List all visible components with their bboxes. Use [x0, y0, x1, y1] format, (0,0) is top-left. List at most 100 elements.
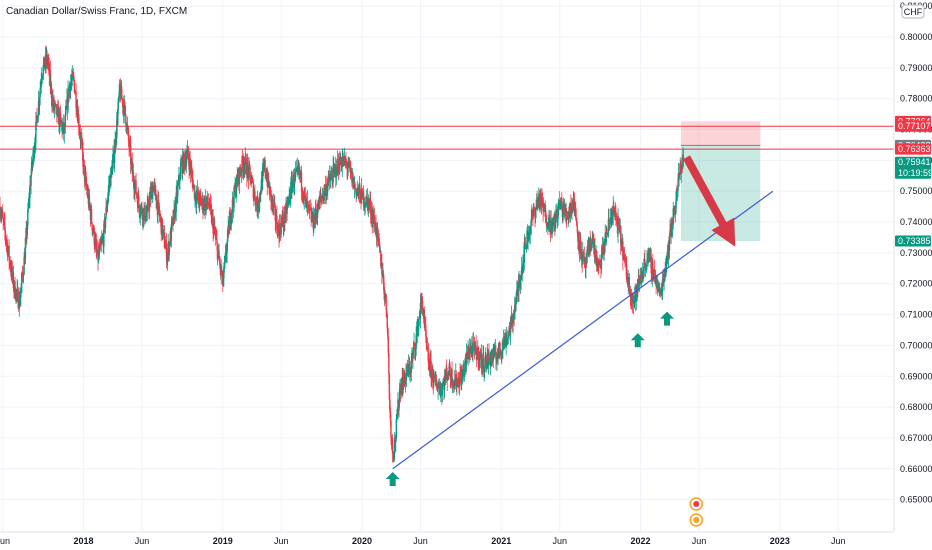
- time-tick-label: 2022: [631, 536, 651, 546]
- up-arrow-icon: [630, 333, 645, 348]
- candle-body: [345, 162, 348, 165]
- candle-body: [429, 358, 432, 362]
- candle-body: [631, 293, 634, 303]
- candle-body: [565, 211, 568, 219]
- candle-body: [424, 324, 426, 326]
- candle-body: [335, 166, 337, 178]
- candle-body: [251, 179, 253, 184]
- candle-body: [440, 387, 443, 389]
- candle-body: [238, 167, 241, 185]
- candle-body: [157, 199, 160, 203]
- candle-body: [414, 348, 417, 351]
- candle-body: [86, 185, 88, 190]
- candle-body: [264, 159, 266, 173]
- candle-body: [427, 351, 430, 364]
- candle-body: [496, 355, 499, 359]
- candle-body: [16, 288, 19, 290]
- candle-body: [187, 147, 189, 154]
- candle-body: [484, 358, 486, 367]
- candle-body: [555, 209, 557, 222]
- candle-body: [249, 167, 251, 175]
- candle-body: [165, 242, 168, 262]
- candle-body: [20, 282, 23, 291]
- candle-body: [437, 386, 439, 390]
- candle-body: [449, 363, 451, 375]
- candle-body: [7, 250, 9, 256]
- candle-body: [42, 74, 44, 77]
- candle-body: [283, 212, 286, 224]
- candle-body: [347, 166, 349, 169]
- candle-body: [474, 342, 476, 351]
- candle-body: [14, 281, 16, 298]
- candle-body: [379, 243, 381, 252]
- candle-body: [442, 383, 444, 387]
- candle-body: [254, 191, 256, 201]
- candle-body: [392, 455, 395, 459]
- candle-body: [21, 273, 23, 283]
- candle-body: [195, 195, 198, 204]
- time-tick-label: Jun: [274, 536, 289, 546]
- candle-body: [487, 353, 490, 366]
- candle-body: [162, 229, 164, 236]
- candle-body: [334, 166, 336, 170]
- candle-body: [304, 194, 306, 197]
- candle-body: [620, 225, 622, 245]
- candle-body: [539, 198, 541, 207]
- candle-body: [378, 238, 380, 244]
- candle-body: [151, 187, 154, 199]
- candle-body: [183, 153, 185, 172]
- candle-body: [406, 365, 409, 371]
- candle-body: [309, 208, 311, 210]
- candle-body: [67, 90, 69, 111]
- candle-body: [522, 264, 524, 273]
- candle-body: [50, 83, 53, 98]
- candle-body: [661, 291, 663, 294]
- candle-body: [403, 370, 406, 379]
- candle-body: [645, 267, 647, 269]
- price-tick-label: 0.70000: [900, 340, 932, 350]
- candle-body: [402, 380, 404, 391]
- candle-body: [390, 437, 393, 441]
- candle-body: [478, 359, 481, 364]
- candle-body: [389, 399, 391, 412]
- candle-body: [515, 303, 517, 312]
- candle-body: [120, 85, 123, 98]
- candle-body: [504, 335, 506, 338]
- candle-body: [272, 199, 274, 208]
- candle-body: [580, 258, 583, 261]
- candle-body: [269, 186, 272, 191]
- candle-body: [359, 185, 361, 192]
- candle-body: [605, 233, 607, 243]
- candle-body: [6, 242, 9, 256]
- time-axis[interactable]: Jun 2018 Jun 2019 Jun 2020 Jun 2021 Jun 2022 Jun 20…: [0, 531, 894, 546]
- candle-body: [230, 214, 233, 223]
- candle-body: [468, 353, 470, 358]
- candle-body: [135, 193, 138, 196]
- candle-body: [240, 171, 242, 175]
- candle-body: [90, 209, 93, 223]
- candle-body: [366, 197, 369, 201]
- candle-body: [526, 230, 529, 243]
- candle-body: [272, 204, 275, 208]
- candle-body: [348, 160, 350, 163]
- candle-body: [380, 250, 382, 267]
- candle-body: [638, 279, 640, 282]
- candle-body: [212, 227, 215, 235]
- candle-body: [328, 175, 331, 181]
- candle-body: [23, 257, 25, 275]
- candle-body: [30, 161, 33, 175]
- candle-body: [199, 193, 201, 205]
- candle-body: [432, 369, 434, 383]
- price-tick-label: 0.72000: [900, 279, 932, 289]
- candle-body: [384, 295, 386, 299]
- candle-body: [576, 220, 578, 227]
- candle-body: [113, 153, 116, 164]
- chart-grid: [0, 0, 894, 532]
- candle-body: [93, 227, 95, 245]
- candle-body: [252, 181, 255, 199]
- candle-body: [558, 200, 561, 204]
- price-axis[interactable]: 0.65000 0.66000 0.67000 0.68000 0.69000 0.700…: [893, 0, 932, 550]
- candle-body: [118, 95, 120, 99]
- price-tick-label: 0.66000: [900, 464, 932, 474]
